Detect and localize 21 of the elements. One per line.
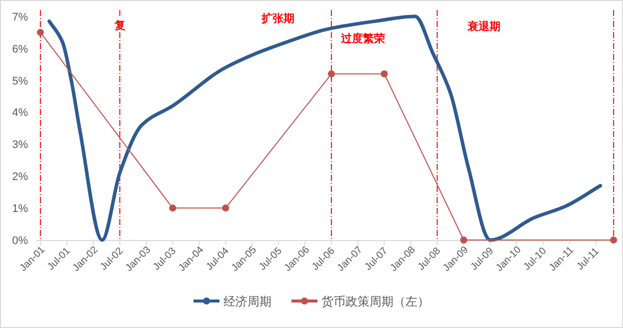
- point: [610, 236, 618, 244]
- y-tick-label: 0%: [12, 235, 28, 247]
- point: [460, 236, 468, 244]
- point: [36, 28, 44, 36]
- annotation: 过度繁荣: [340, 32, 385, 45]
- y-tick-label: 1%: [12, 203, 28, 216]
- point: [380, 70, 388, 78]
- point: [222, 204, 230, 212]
- y-tick-label: 6%: [12, 43, 28, 56]
- ref-line-label: 复: [113, 19, 126, 32]
- y-tick-label: 3%: [12, 139, 28, 152]
- legend-label: 货币政策周期（左）: [322, 294, 430, 308]
- legend-label: 经济周期: [224, 294, 272, 308]
- y-tick-label: 7%: [12, 11, 28, 24]
- y-tick-label: 4%: [12, 107, 28, 120]
- point: [328, 70, 335, 78]
- annotation: 衰退期: [466, 20, 500, 33]
- y-tick-label: 5%: [12, 75, 28, 88]
- point: [169, 204, 176, 212]
- y-tick-label: 2%: [12, 171, 28, 184]
- annotation: 扩张期: [260, 12, 294, 25]
